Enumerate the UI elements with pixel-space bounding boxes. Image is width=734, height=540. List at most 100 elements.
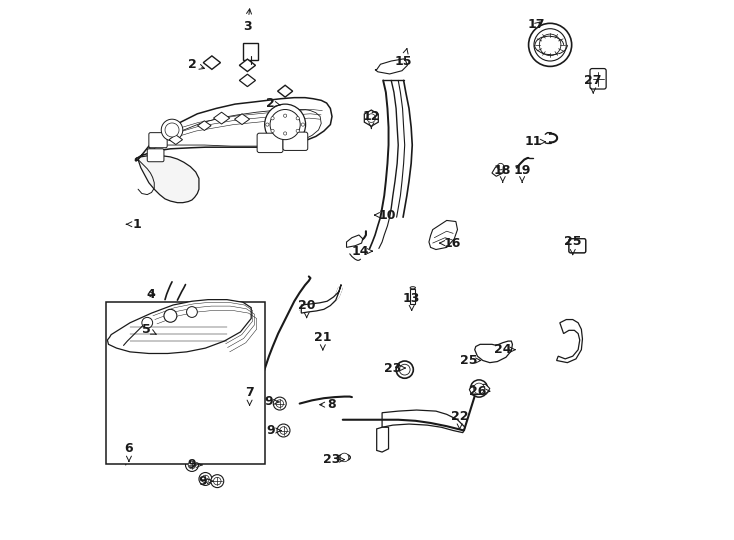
FancyBboxPatch shape [569,239,586,253]
Text: 17: 17 [528,18,545,31]
FancyBboxPatch shape [283,132,308,151]
Polygon shape [469,384,490,395]
Circle shape [142,318,153,328]
Text: 4: 4 [146,288,155,301]
Text: 20: 20 [298,299,316,318]
Circle shape [534,29,567,61]
Text: 12: 12 [363,110,380,129]
Text: 1: 1 [126,218,141,231]
Circle shape [164,309,177,322]
Text: 21: 21 [314,331,332,350]
Text: 14: 14 [352,245,372,258]
Polygon shape [169,135,183,145]
Circle shape [265,104,305,145]
Circle shape [283,132,287,135]
Text: 7: 7 [245,386,254,405]
Text: 9: 9 [188,458,202,471]
Circle shape [199,472,212,485]
Polygon shape [475,341,512,363]
Text: 22: 22 [451,410,468,429]
Circle shape [266,123,269,126]
Circle shape [498,164,504,170]
Text: 16: 16 [440,237,461,249]
Text: 27: 27 [584,74,602,93]
Circle shape [211,475,224,488]
Circle shape [539,34,561,56]
Text: 5: 5 [142,323,156,336]
Circle shape [396,361,413,378]
FancyBboxPatch shape [569,239,586,253]
Circle shape [283,114,287,117]
Text: 24: 24 [494,343,515,356]
Text: 23: 23 [323,453,344,466]
Circle shape [161,119,183,141]
Circle shape [202,475,209,483]
Text: 15: 15 [395,49,413,68]
Text: 2: 2 [188,58,205,71]
Text: 11: 11 [524,136,545,148]
Text: 10: 10 [374,208,396,221]
Circle shape [367,114,376,123]
Ellipse shape [410,287,415,289]
Circle shape [214,477,221,485]
Polygon shape [197,121,211,131]
Text: 9: 9 [267,424,281,437]
Circle shape [188,461,196,469]
Circle shape [273,397,286,410]
FancyBboxPatch shape [149,133,167,148]
Circle shape [296,129,299,132]
Text: 3: 3 [243,9,252,33]
Polygon shape [239,74,255,86]
Polygon shape [234,114,250,125]
Circle shape [186,307,197,318]
Text: 23: 23 [384,361,405,375]
Bar [410,289,415,304]
FancyBboxPatch shape [257,133,283,153]
Polygon shape [277,85,293,97]
Circle shape [125,437,134,445]
Text: 8: 8 [320,398,336,411]
FancyBboxPatch shape [590,69,606,89]
Polygon shape [346,235,363,247]
Polygon shape [135,98,332,161]
Circle shape [301,123,305,126]
Circle shape [399,364,410,375]
Circle shape [470,380,487,397]
Circle shape [296,117,299,120]
Circle shape [277,424,290,437]
Text: 13: 13 [403,292,421,310]
Bar [106,302,265,464]
Text: 25: 25 [564,235,581,254]
Polygon shape [377,427,388,452]
Text: 9: 9 [265,395,279,408]
Circle shape [528,23,572,66]
Polygon shape [375,59,407,74]
Circle shape [340,453,349,462]
Polygon shape [239,59,255,71]
Polygon shape [203,56,220,69]
Polygon shape [556,320,583,363]
Polygon shape [429,220,457,249]
Circle shape [165,123,179,137]
Circle shape [186,458,198,471]
Polygon shape [107,300,251,354]
Circle shape [473,383,484,394]
Ellipse shape [338,454,350,461]
FancyBboxPatch shape [148,149,164,162]
Polygon shape [214,112,230,124]
Polygon shape [492,165,504,176]
Polygon shape [135,156,199,202]
Text: 9: 9 [198,475,213,488]
Circle shape [280,427,287,434]
Text: 18: 18 [494,164,512,183]
Circle shape [270,110,300,140]
Circle shape [271,117,275,120]
Text: 19: 19 [513,164,531,183]
Text: 2: 2 [266,97,280,110]
Bar [243,43,258,60]
Bar [250,410,261,415]
Circle shape [276,400,283,407]
Circle shape [271,129,275,132]
Text: 26: 26 [469,384,490,397]
Text: 6: 6 [125,442,134,461]
